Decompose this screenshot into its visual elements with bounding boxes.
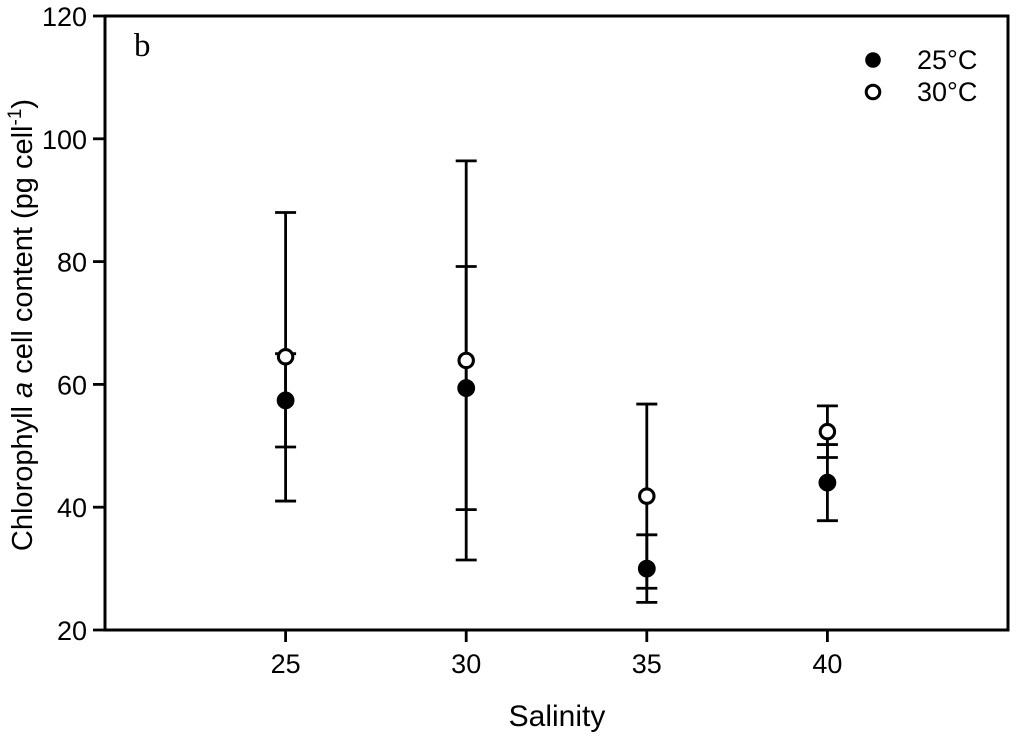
data-point-25c — [637, 559, 656, 578]
y-tick-label: 40 — [57, 493, 87, 523]
y-axis-title-part: a — [7, 382, 39, 398]
data-point-25c — [818, 473, 837, 492]
y-axis-title-part: Chlorophyll — [7, 398, 39, 551]
x-tick-label: 25 — [271, 649, 301, 679]
data-point-25c — [457, 379, 476, 397]
plot-layer: 20 40 60 80 100 120 25 30 35 40 — [42, 2, 882, 679]
y-axis-title: Chlorophyll a cell content (pg cell-1) — [5, 99, 39, 551]
data-point-25c — [276, 391, 295, 410]
y-tick-label: 100 — [42, 125, 87, 155]
legend-marker-30c-icon — [864, 83, 882, 101]
y-tick-label: 20 — [57, 616, 87, 646]
y-tick-label: 80 — [57, 248, 87, 278]
panel-label: b — [134, 28, 151, 64]
plot-border — [103, 14, 1010, 632]
legend-marker-25c-icon — [865, 52, 881, 68]
x-tick-label: 35 — [632, 649, 662, 679]
legend-label-30c: 30°C — [917, 77, 977, 107]
x-tick-label: 40 — [812, 649, 842, 679]
data-point-30c — [457, 351, 475, 370]
data-point-30c — [276, 348, 295, 366]
y-axis-title-part: ) — [7, 99, 39, 109]
data-point-30c — [818, 422, 837, 441]
y-axis-title-part: -1 — [5, 109, 26, 126]
y-tick-label: 60 — [57, 370, 87, 400]
x-axis-title: Salinity — [509, 700, 606, 733]
y-tick-label: 120 — [42, 2, 87, 32]
data-point-30c — [638, 487, 656, 505]
y-axis-title-part: cell content (pg cell — [7, 125, 39, 381]
legend-label-25c: 25°C — [917, 45, 977, 75]
x-tick-label: 30 — [451, 649, 481, 679]
